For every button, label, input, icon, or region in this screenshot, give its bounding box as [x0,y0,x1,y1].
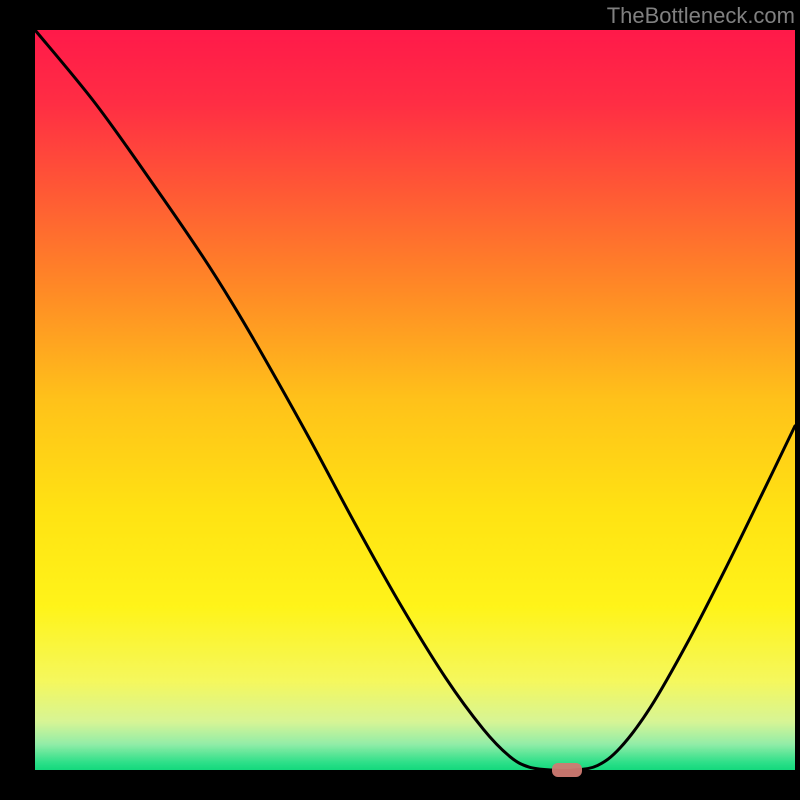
plot-frame [0,0,800,800]
bottleneck-curve-layer [0,0,800,800]
watermark-text: TheBottleneck.com [607,3,795,29]
optimal-point-marker [552,763,582,777]
bottleneck-curve [35,30,795,770]
